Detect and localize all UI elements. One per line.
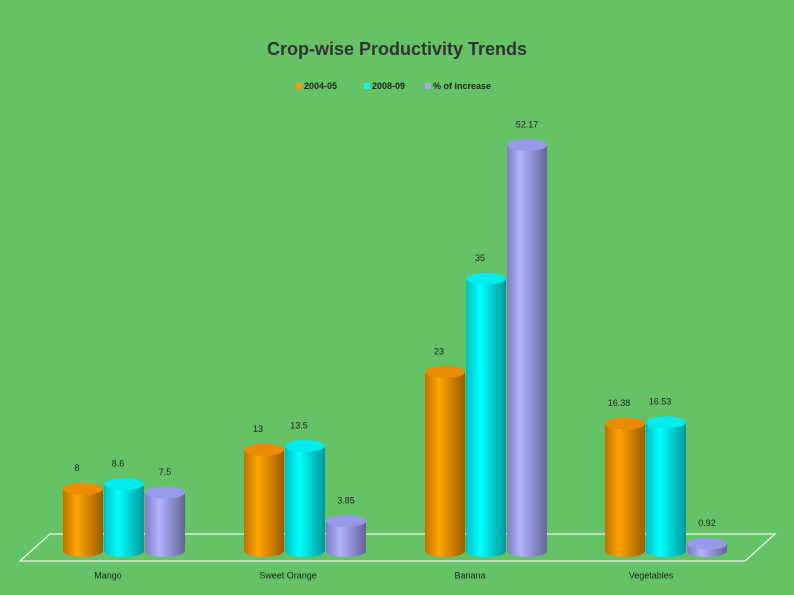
- bar: [687, 537, 727, 557]
- bar-top: [605, 417, 645, 430]
- bar-top: [507, 139, 547, 151]
- legend-swatch: [296, 83, 302, 89]
- bar-body: [646, 422, 686, 551]
- bar-top: [687, 537, 727, 550]
- data-label: 52.17: [516, 119, 539, 129]
- bar-top: [244, 443, 284, 456]
- data-label: 8: [74, 463, 79, 473]
- bar-top: [466, 272, 506, 285]
- data-label: 0.92: [698, 518, 716, 528]
- bar: [285, 439, 325, 557]
- bar-top: [285, 439, 325, 452]
- bar-top: [104, 478, 144, 491]
- x-tick-label: Sweet Orange: [259, 570, 317, 580]
- data-label: 16.38: [608, 398, 631, 408]
- chart-title: Crop-wise Productivity Trends: [267, 39, 527, 59]
- bar-body: [244, 449, 284, 551]
- bar: [145, 486, 185, 557]
- bar-top: [326, 515, 366, 528]
- data-label: 16.53: [649, 397, 672, 407]
- data-label: 8.6: [112, 458, 125, 468]
- legend-label: 2008-09: [372, 81, 405, 91]
- bar: [244, 443, 284, 557]
- bar-body: [63, 488, 103, 551]
- legend-swatch: [364, 83, 370, 89]
- data-label: 35: [475, 253, 485, 263]
- floor: [18, 533, 777, 562]
- bar-body: [285, 445, 325, 551]
- bar-body: [466, 278, 506, 551]
- data-label: 7.5: [159, 467, 172, 477]
- bar-body: [425, 372, 465, 551]
- x-tick-label: Vegetables: [629, 570, 674, 580]
- bar: [605, 417, 645, 557]
- data-label: 13: [253, 424, 263, 434]
- bar-body: [104, 484, 144, 551]
- bar-top: [63, 482, 103, 495]
- legend-swatch: [425, 83, 431, 89]
- bar: [466, 272, 506, 557]
- legend-label: 2004-05: [304, 81, 337, 91]
- bar: [63, 482, 103, 557]
- bar: [507, 139, 547, 557]
- x-tick-label: Mango: [94, 570, 122, 580]
- bar-top: [646, 416, 686, 429]
- data-label: 23: [434, 346, 444, 356]
- data-label: 3.85: [337, 495, 355, 505]
- bar-body: [145, 492, 185, 551]
- bar-body: [507, 145, 547, 551]
- bar: [646, 416, 686, 557]
- bar: [326, 515, 366, 557]
- x-tick-label: Banana: [454, 570, 485, 580]
- bar-body: [605, 423, 645, 551]
- bar: [104, 478, 144, 557]
- legend-label: % of increase: [433, 81, 491, 91]
- bar-top: [425, 366, 465, 379]
- data-label: 13.5: [290, 420, 308, 430]
- bar: [425, 366, 465, 557]
- bar-top: [145, 486, 185, 499]
